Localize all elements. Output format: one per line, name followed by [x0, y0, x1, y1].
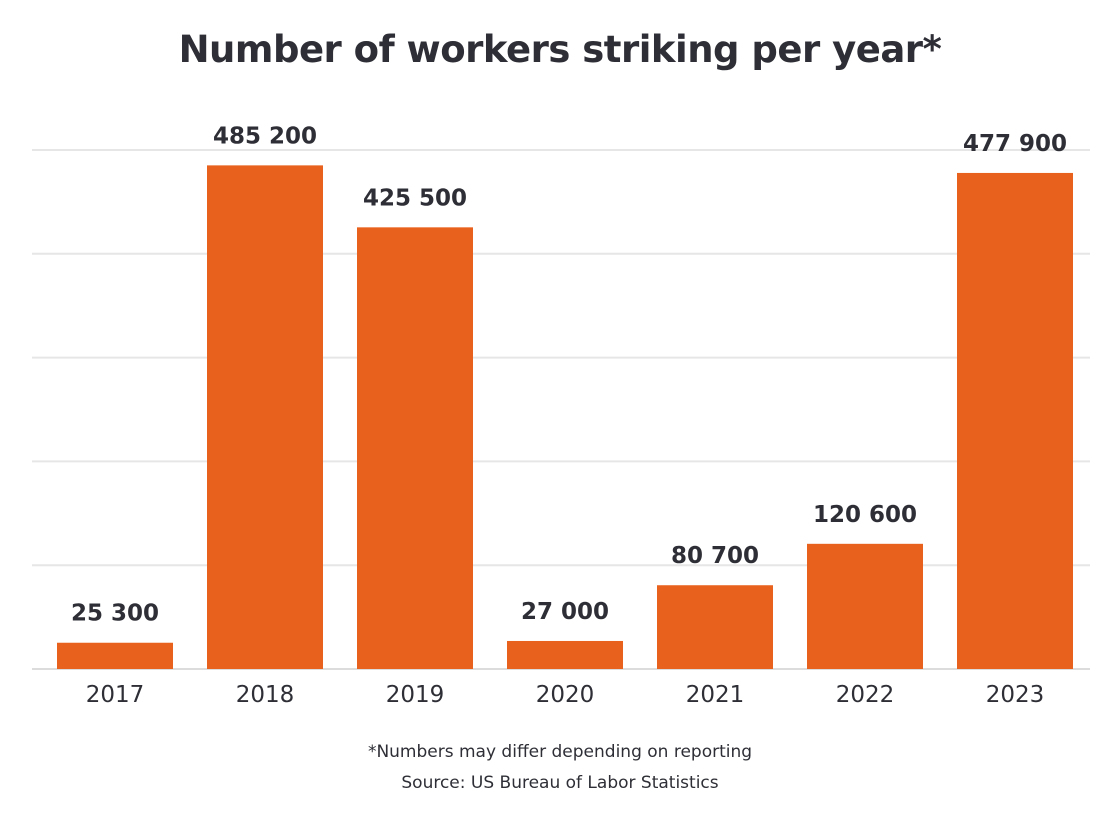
bars — [57, 165, 1073, 669]
x-tick-labels: 2017 2018 2019 2020 2021 2022 2023 — [86, 682, 1045, 708]
value-label-2017: 25 300 — [71, 601, 159, 627]
x-tick-2023: 2023 — [986, 682, 1045, 708]
value-labels: 25 300 485 200 425 500 27 000 80 700 120 600 4… — [71, 123, 1067, 626]
footnote: *Numbers may differ depending on reporti… — [367, 742, 753, 762]
gridlines — [32, 149, 1090, 670]
chart-title: Number of workers striking per year* — [178, 28, 942, 71]
source-note: Source: US Bureau of Labor Statistics — [401, 773, 719, 793]
x-tick-2017: 2017 — [86, 682, 145, 708]
x-tick-2022: 2022 — [836, 682, 895, 708]
value-label-2023: 477 900 — [963, 131, 1067, 157]
bar-2017 — [57, 642, 173, 669]
bar-2019 — [357, 227, 473, 669]
x-tick-2019: 2019 — [386, 682, 445, 708]
bar-2022 — [807, 543, 923, 669]
value-label-2020: 27 000 — [521, 599, 609, 625]
x-tick-2021: 2021 — [686, 682, 745, 708]
bar-2020 — [507, 640, 623, 669]
value-label-2018: 485 200 — [213, 123, 317, 149]
value-label-2022: 120 600 — [813, 502, 917, 528]
bar-2018 — [207, 165, 323, 669]
bar-2021 — [657, 585, 773, 669]
value-label-2019: 425 500 — [363, 185, 467, 211]
x-tick-2020: 2020 — [536, 682, 595, 708]
x-tick-2018: 2018 — [236, 682, 295, 708]
value-label-2021: 80 700 — [671, 543, 759, 569]
bar-2023 — [957, 172, 1073, 669]
